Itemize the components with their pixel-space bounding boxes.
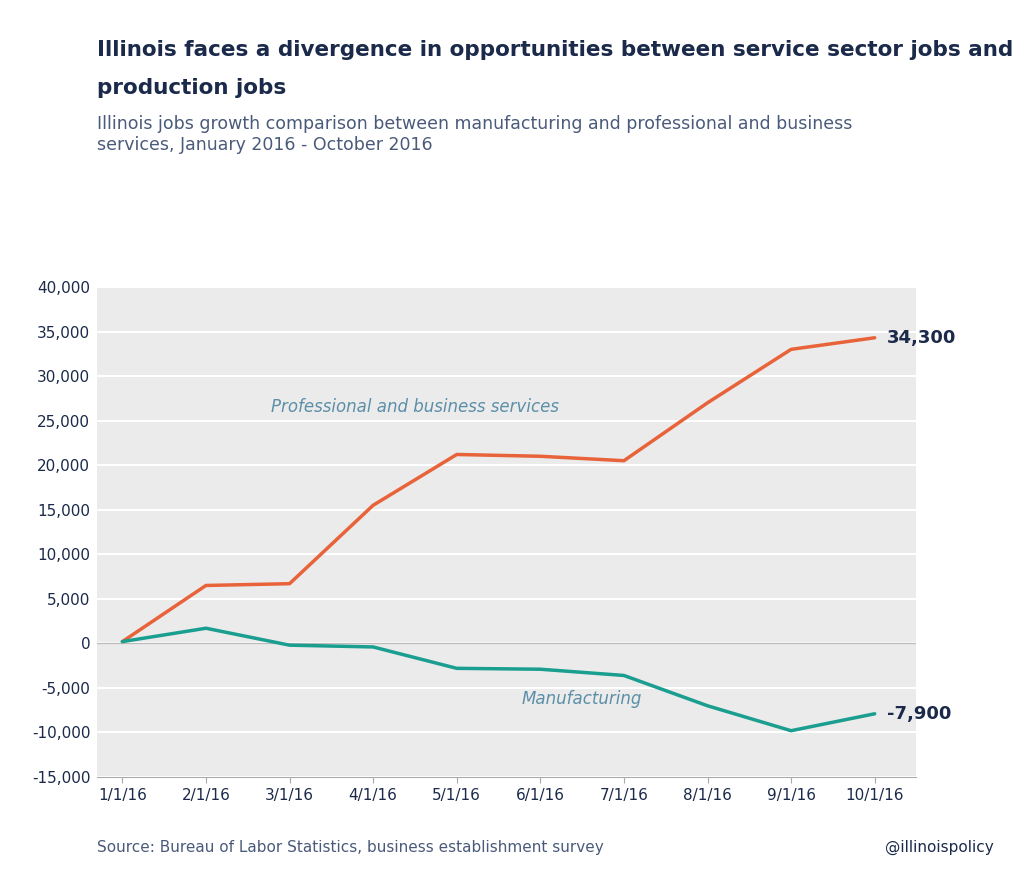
Text: Illinois faces a divergence in opportunities between service sector jobs and: Illinois faces a divergence in opportuni… (97, 40, 1014, 60)
Text: Professional and business services: Professional and business services (271, 398, 559, 416)
Text: Source: Bureau of Labor Statistics, business establishment survey: Source: Bureau of Labor Statistics, busi… (97, 840, 604, 855)
Text: 34,300: 34,300 (887, 328, 956, 347)
Text: -7,900: -7,900 (887, 705, 951, 723)
Text: production jobs: production jobs (97, 78, 287, 98)
Text: Illinois jobs growth comparison between manufacturing and professional and busin: Illinois jobs growth comparison between … (97, 115, 853, 154)
Text: Manufacturing: Manufacturing (522, 690, 642, 707)
Text: @illinoispolicy: @illinoispolicy (885, 840, 993, 855)
